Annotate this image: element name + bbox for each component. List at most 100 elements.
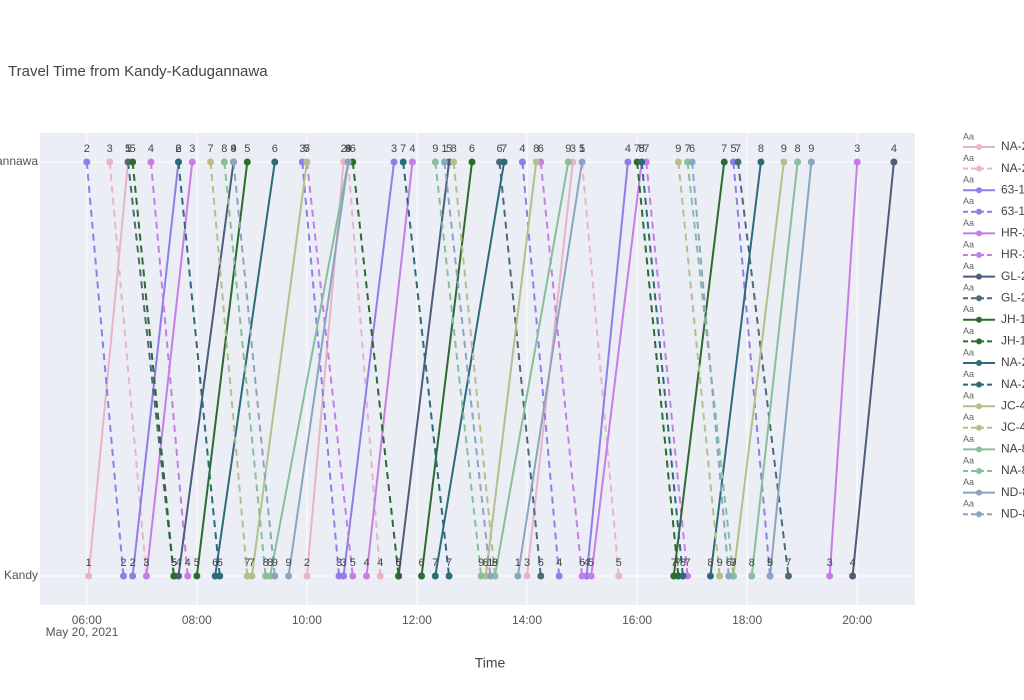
legend-marker bbox=[976, 230, 982, 237]
trip-label: 6 bbox=[212, 557, 218, 569]
trip-point bbox=[399, 158, 407, 166]
trip-label: 8 bbox=[267, 557, 273, 569]
trip-line bbox=[484, 161, 538, 577]
trip-line bbox=[177, 161, 221, 577]
legend-label: JH-1 bbox=[1001, 312, 1024, 326]
legend-symbol-text: Aa bbox=[963, 304, 974, 314]
trip-line bbox=[585, 161, 629, 577]
trip-label: 9 bbox=[285, 557, 291, 569]
legend-marker bbox=[976, 338, 982, 345]
trip-label: 5 bbox=[171, 557, 177, 569]
trip-line bbox=[87, 161, 130, 577]
trip-point bbox=[706, 572, 714, 580]
trip-point bbox=[363, 572, 371, 580]
trip-label: 2 bbox=[175, 143, 181, 155]
trip-point bbox=[757, 158, 765, 166]
trip-line bbox=[402, 161, 451, 577]
trip-label: 3 bbox=[143, 557, 149, 569]
trip-line bbox=[108, 161, 148, 577]
trip-point bbox=[303, 158, 311, 166]
trip-point bbox=[849, 572, 857, 580]
trip-point bbox=[408, 158, 416, 166]
trip-label: 3 bbox=[299, 143, 305, 155]
trip-line bbox=[85, 161, 125, 577]
trip-line bbox=[131, 161, 175, 577]
x-tick-label: 10:00 bbox=[292, 613, 322, 627]
trip-point bbox=[106, 158, 114, 166]
trip-label: 9 bbox=[230, 143, 236, 155]
x-tick-label: 18:00 bbox=[732, 613, 762, 627]
trip-label: 5 bbox=[767, 557, 773, 569]
trip-label: 8 bbox=[758, 143, 764, 155]
trip-label: 5 bbox=[730, 143, 736, 155]
trip-label: 7 bbox=[634, 143, 640, 155]
trip-point bbox=[230, 158, 238, 166]
trip-label: 9 bbox=[767, 557, 773, 569]
trip-label: 9 bbox=[781, 143, 787, 155]
trip-line bbox=[305, 161, 354, 577]
trip-label: 2 bbox=[130, 557, 136, 569]
trip-point bbox=[193, 572, 201, 580]
trip-line bbox=[269, 161, 350, 577]
legend-label: NA-8 bbox=[1001, 442, 1024, 456]
trip-point bbox=[748, 572, 756, 580]
legend-symbol-text: Aa bbox=[963, 391, 974, 401]
legend-symbol-text: Aa bbox=[963, 153, 974, 163]
trip-point bbox=[578, 572, 586, 580]
trip-point bbox=[784, 572, 792, 580]
trip-label: 5 bbox=[616, 557, 622, 569]
legend-label: 63-1 bbox=[1001, 182, 1024, 196]
legend-symbol-text: Aa bbox=[963, 196, 974, 206]
trip-label: 7 bbox=[675, 557, 681, 569]
trip-point bbox=[271, 158, 279, 166]
x-date-label: May 20, 2021 bbox=[46, 625, 119, 639]
trip-point bbox=[188, 158, 196, 166]
trip-point bbox=[688, 158, 696, 166]
trip-label: 6 bbox=[350, 143, 356, 155]
trip-line bbox=[493, 161, 570, 577]
legend-marker bbox=[976, 424, 982, 431]
trip-label: 3 bbox=[827, 557, 833, 569]
trip-line bbox=[342, 161, 396, 577]
legend-marker bbox=[976, 208, 982, 215]
trip-line bbox=[420, 161, 473, 577]
legend-symbol-text: Aa bbox=[963, 455, 974, 465]
trip-label: 6 bbox=[496, 143, 502, 155]
trip-line bbox=[590, 161, 643, 577]
trip-line bbox=[516, 161, 584, 577]
trip-label: 7 bbox=[730, 557, 736, 569]
trip-point bbox=[335, 572, 343, 580]
trip-label: 7 bbox=[249, 557, 255, 569]
trip-label: 3 bbox=[143, 557, 149, 569]
trip-label: 3 bbox=[391, 143, 397, 155]
trip-label: 5 bbox=[579, 143, 585, 155]
trip-label: 6 bbox=[217, 557, 223, 569]
trip-line bbox=[301, 161, 341, 577]
legend-marker bbox=[976, 489, 982, 496]
legend-marker bbox=[976, 511, 982, 518]
trip-label: 8 bbox=[483, 557, 489, 569]
trip-point bbox=[216, 572, 224, 580]
trip-label: 2 bbox=[120, 557, 126, 569]
trip-label: 7 bbox=[400, 143, 406, 155]
trip-point bbox=[271, 572, 279, 580]
trip-label: 5 bbox=[194, 557, 200, 569]
trip-line bbox=[287, 161, 350, 577]
trip-label: 7 bbox=[684, 557, 690, 569]
trip-label: 4 bbox=[850, 557, 856, 569]
trip-point bbox=[500, 158, 508, 166]
trip-label: 9 bbox=[492, 557, 498, 569]
trip-line bbox=[539, 161, 584, 577]
trip-label: 4 bbox=[230, 143, 236, 155]
trip-point bbox=[532, 158, 540, 166]
trip-label: 6 bbox=[469, 143, 475, 155]
legend-marker bbox=[976, 295, 982, 302]
trip-label: 7 bbox=[304, 143, 310, 155]
trip-label: 5 bbox=[588, 557, 594, 569]
trip-point bbox=[523, 572, 531, 580]
trip-line bbox=[443, 161, 492, 577]
trip-line bbox=[581, 161, 620, 577]
legend-label: NA-2 bbox=[1001, 139, 1024, 153]
trip-point bbox=[418, 572, 426, 580]
trip-label: 7 bbox=[684, 143, 690, 155]
